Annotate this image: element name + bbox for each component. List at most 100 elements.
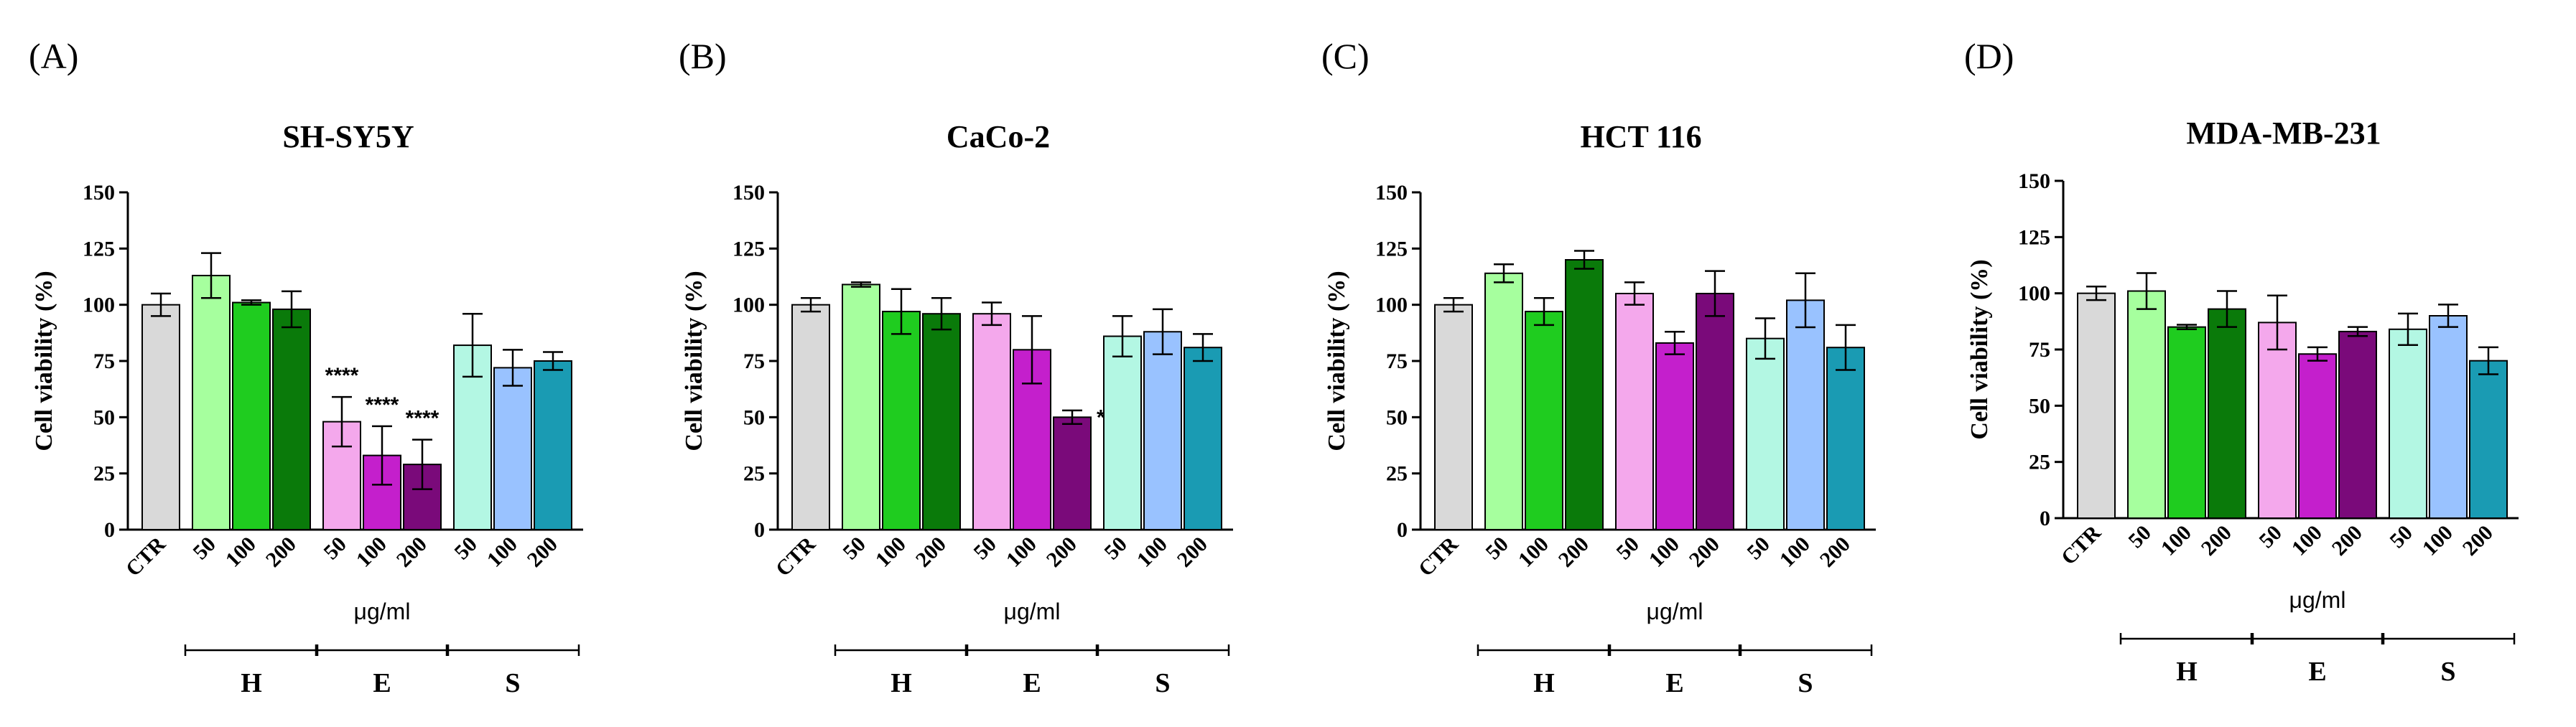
y-tick-label: 25 — [743, 462, 765, 486]
panel-title: SH-SY5Y — [282, 119, 414, 154]
x-tick-label: 50 — [838, 533, 870, 565]
bar — [791, 304, 830, 530]
significance-mark: **** — [366, 393, 399, 417]
bar — [2298, 353, 2337, 519]
bar — [2389, 328, 2427, 519]
panel-title: MDA-MB-231 — [2186, 116, 2381, 151]
x-tick-label: 100 — [2287, 521, 2327, 561]
x-tick-label: CTR — [2057, 520, 2106, 569]
x-unit-label: μg/ml — [354, 599, 411, 624]
y-tick-label: 125 — [733, 237, 765, 261]
y-tick-label: 0 — [1397, 518, 1408, 542]
bar — [1655, 342, 1694, 530]
x-tick-label: 100 — [221, 533, 261, 572]
x-tick-label: CTR — [121, 532, 170, 581]
y-tick-label: 50 — [1386, 405, 1408, 429]
bar — [1826, 347, 1865, 531]
y-tick-label: 25 — [1386, 462, 1408, 486]
x-tick-label: 50 — [2254, 521, 2287, 553]
y-tick-label: 100 — [2018, 282, 2050, 306]
group-label: S — [1798, 668, 1813, 698]
bar — [1565, 259, 1604, 530]
panel-title: HCT 116 — [1580, 119, 1701, 154]
x-tick-label: 200 — [392, 533, 432, 572]
bar — [1103, 335, 1142, 530]
y-tick-label: 0 — [754, 518, 765, 542]
x-tick-label: 100 — [1002, 533, 1041, 572]
x-tick-label: 200 — [2197, 521, 2236, 561]
bar — [2208, 308, 2246, 519]
bar — [1143, 331, 1182, 530]
panel-3: (C) HCT 116 0 25 50 75 100 125 150 Cell viability… — [1321, 36, 1876, 698]
y-tick-label: 50 — [93, 405, 115, 429]
group-label: H — [1533, 668, 1555, 698]
x-tick-label: CTR — [1414, 532, 1463, 581]
x-tick-label: 200 — [2458, 521, 2498, 561]
bar — [2429, 315, 2468, 519]
x-tick-label: 100 — [1514, 533, 1553, 572]
x-tick-label: 200 — [1685, 533, 1724, 572]
bar — [2127, 290, 2166, 519]
bar — [1615, 293, 1654, 530]
bar — [493, 367, 532, 531]
bar — [2469, 360, 2508, 519]
x-tick-label: 50 — [2385, 521, 2417, 553]
x-tick-label: CTR — [771, 532, 820, 581]
bar — [1484, 272, 1523, 530]
panel-title: CaCo-2 — [947, 119, 1050, 154]
significance-mark: **** — [406, 407, 440, 431]
panel-letter: (C) — [1321, 36, 1370, 76]
panel-letter: (A) — [29, 36, 78, 76]
bar — [192, 274, 231, 530]
x-unit-label: μg/ml — [2289, 587, 2346, 613]
x-unit-label: μg/ml — [1647, 599, 1703, 624]
bar — [922, 313, 961, 530]
group-label: E — [1665, 668, 1683, 698]
bar — [272, 308, 311, 530]
x-tick-label: 100 — [483, 533, 522, 572]
x-tick-label: 100 — [1775, 533, 1815, 572]
y-tick-label: 75 — [743, 350, 765, 373]
y-tick-label: 75 — [1386, 350, 1408, 373]
x-tick-label: 100 — [1133, 533, 1172, 572]
significance-mark: **** — [325, 364, 359, 388]
group-label: E — [2308, 657, 2326, 687]
panel-4: (D) MDA-MB-231 0 25 50 75 100 125 150 Cell viabil… — [1964, 36, 2519, 687]
bar — [1696, 293, 1734, 530]
x-tick-label: 200 — [1042, 533, 1082, 572]
panel-2: (B) CaCo-2 0 25 50 75 100 125 150 Cell viability … — [679, 36, 1233, 698]
y-tick-label: 0 — [2040, 507, 2050, 530]
panel-1: (A) SH-SY5Y 0 25 50 75 100 125 150 Cell viability… — [29, 36, 583, 698]
x-tick-label: 50 — [1481, 533, 1513, 565]
x-tick-label: 50 — [1612, 533, 1644, 565]
x-tick-label: 100 — [871, 533, 911, 572]
x-tick-label: 100 — [352, 533, 391, 572]
group-label: H — [891, 668, 912, 698]
bar — [1786, 299, 1825, 530]
bar — [2338, 330, 2377, 519]
bar — [1184, 347, 1222, 531]
panel-letter: (B) — [679, 36, 727, 76]
group-label: S — [2440, 657, 2455, 687]
x-tick-label: 200 — [911, 533, 951, 572]
x-tick-label: 100 — [2157, 521, 2196, 561]
bar — [2258, 322, 2297, 519]
bar — [1434, 304, 1473, 530]
x-tick-label: 100 — [2418, 521, 2458, 561]
group-label: S — [1155, 668, 1170, 698]
y-tick-label: 125 — [83, 237, 115, 261]
y-tick-label: 0 — [104, 518, 115, 542]
y-tick-label: 150 — [1375, 181, 1408, 205]
bar — [534, 360, 572, 530]
y-tick-label: 100 — [733, 294, 765, 317]
y-tick-label: 125 — [2018, 225, 2050, 249]
panel-letter: (D) — [1964, 36, 2014, 76]
x-tick-label: 200 — [1173, 533, 1212, 572]
y-tick-label: 75 — [93, 350, 115, 373]
group-label: H — [241, 668, 262, 698]
x-tick-label: 100 — [1645, 533, 1684, 572]
group-label: S — [505, 668, 520, 698]
x-unit-label: μg/ml — [1004, 599, 1061, 624]
y-tick-label: 150 — [733, 181, 765, 205]
